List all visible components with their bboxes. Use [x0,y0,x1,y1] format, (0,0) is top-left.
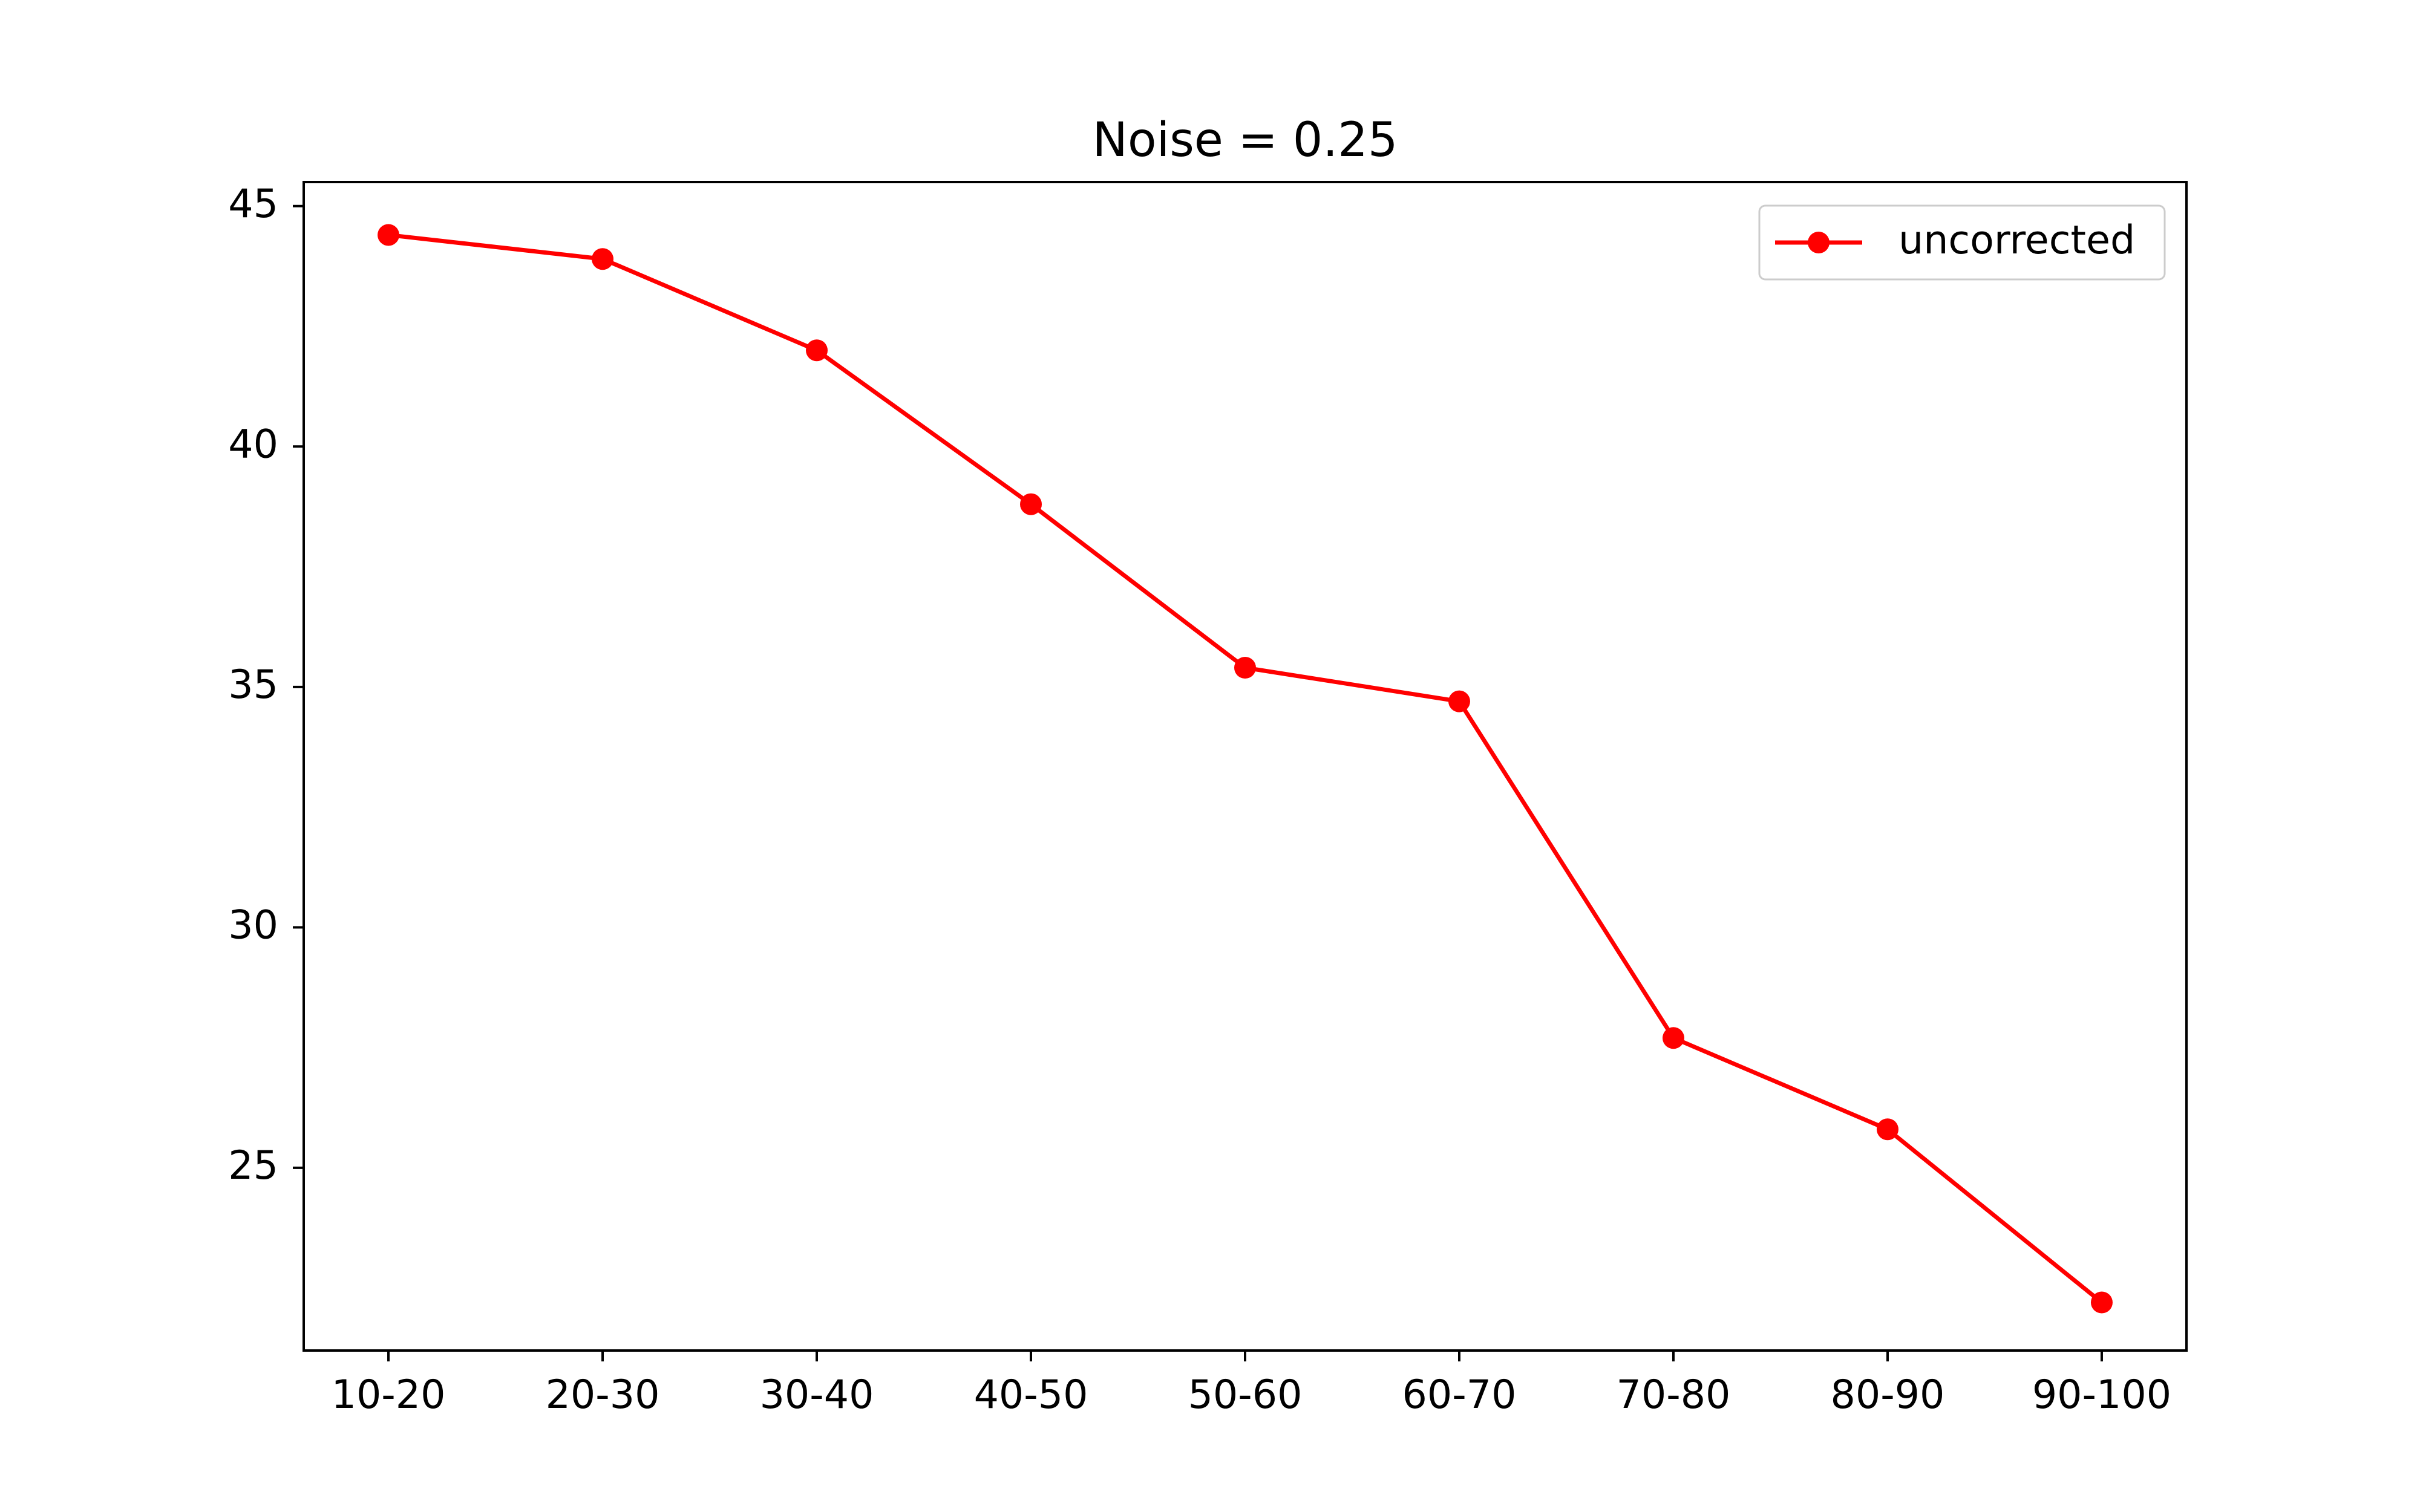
y-tick-label: 40 [228,422,278,467]
x-tick-label: 60-70 [1402,1372,1517,1418]
series-layer [378,224,2113,1314]
x-tick-label: 50-60 [1188,1372,1303,1418]
legend-label-uncorrected: uncorrected [1898,218,2135,263]
x-tick-label: 80-90 [1831,1372,1945,1418]
data-point[interactable] [1448,690,1470,712]
x-tick-label: 20-30 [546,1372,660,1418]
data-point[interactable] [806,339,828,362]
data-point[interactable] [2090,1291,2113,1314]
x-tick-label: 70-80 [1617,1372,1731,1418]
data-point[interactable] [1234,657,1256,679]
data-point[interactable] [378,224,400,246]
chart-title: Noise = 0.25 [1093,113,1398,168]
x-axis: 10-20 20-30 30-40 40-50 50-60 60-70 70-80 80-90… [332,1351,2171,1418]
data-point[interactable] [1020,493,1042,515]
x-tick-label: 30-40 [760,1372,874,1418]
x-tick-label: 10-20 [332,1372,446,1418]
y-axis: 25 30 35 40 45 [228,181,304,1188]
x-tick-label: 90-100 [2032,1372,2171,1418]
x-tick-label: 40-50 [974,1372,1088,1418]
y-tick-label: 45 [228,181,278,227]
data-point[interactable] [1876,1118,1898,1141]
y-tick-label: 25 [228,1143,278,1188]
data-point[interactable] [1662,1027,1684,1049]
legend-marker [1808,232,1830,253]
data-point[interactable] [592,248,614,270]
y-tick-label: 35 [228,662,278,708]
legend[interactable]: uncorrected [1758,204,2166,281]
y-tick-label: 30 [228,902,278,948]
legend-frame [1758,204,2166,281]
